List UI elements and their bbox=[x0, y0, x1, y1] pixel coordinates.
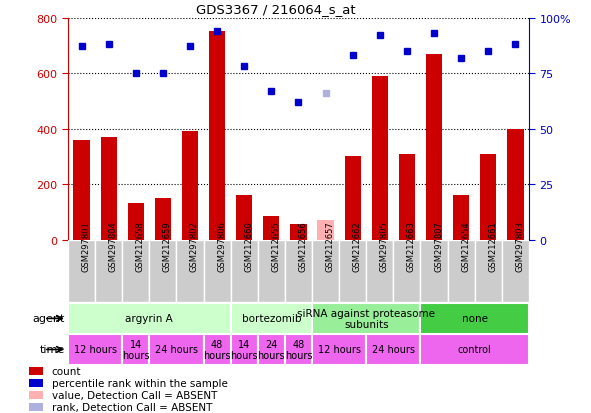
Text: control: control bbox=[458, 344, 492, 355]
Title: GDS3367 / 216064_s_at: GDS3367 / 216064_s_at bbox=[196, 3, 355, 16]
Text: 12 hours: 12 hours bbox=[74, 344, 116, 355]
Text: agent: agent bbox=[33, 313, 65, 324]
Bar bbox=[475, 241, 502, 303]
Text: 24
hours: 24 hours bbox=[258, 339, 285, 361]
Text: GSM212657: GSM212657 bbox=[326, 221, 335, 271]
Bar bbox=[290, 225, 307, 240]
Bar bbox=[122, 335, 150, 365]
Text: GSM212655: GSM212655 bbox=[271, 221, 280, 271]
Text: GSM297804: GSM297804 bbox=[109, 221, 118, 271]
Bar bbox=[345, 157, 361, 240]
Bar bbox=[339, 241, 366, 303]
Bar bbox=[209, 32, 225, 240]
Text: count: count bbox=[51, 366, 81, 376]
Bar bbox=[507, 129, 524, 240]
Text: siRNA against proteasome
subunits: siRNA against proteasome subunits bbox=[297, 308, 435, 330]
Bar bbox=[372, 77, 388, 240]
Text: GSM297802: GSM297802 bbox=[190, 221, 199, 271]
Bar bbox=[68, 241, 95, 303]
Text: GSM212661: GSM212661 bbox=[488, 221, 497, 271]
Bar bbox=[203, 241, 230, 303]
Text: none: none bbox=[462, 313, 488, 324]
Bar bbox=[420, 241, 447, 303]
Bar bbox=[73, 140, 90, 240]
Text: 24 hours: 24 hours bbox=[372, 344, 415, 355]
Text: GSM212660: GSM212660 bbox=[244, 221, 253, 271]
Text: percentile rank within the sample: percentile rank within the sample bbox=[51, 378, 228, 388]
Text: 14
hours: 14 hours bbox=[122, 339, 150, 361]
Bar bbox=[317, 221, 334, 240]
Bar bbox=[122, 241, 150, 303]
Bar bbox=[258, 335, 285, 365]
Bar bbox=[182, 132, 198, 240]
Bar bbox=[230, 304, 312, 334]
Text: bortezomib: bortezomib bbox=[242, 313, 301, 324]
Bar bbox=[230, 335, 258, 365]
Bar bbox=[453, 196, 469, 240]
Bar bbox=[29, 379, 43, 387]
Text: GSM212663: GSM212663 bbox=[407, 221, 416, 271]
Text: GSM297805: GSM297805 bbox=[380, 221, 389, 271]
Text: GSM297803: GSM297803 bbox=[515, 221, 524, 271]
Text: GSM212656: GSM212656 bbox=[298, 221, 307, 271]
Text: value, Detection Call = ABSENT: value, Detection Call = ABSENT bbox=[51, 390, 217, 400]
Text: time: time bbox=[40, 344, 65, 355]
Text: 48
hours: 48 hours bbox=[203, 339, 231, 361]
Text: GSM297801: GSM297801 bbox=[82, 221, 90, 271]
Bar bbox=[394, 241, 420, 303]
Bar bbox=[263, 216, 280, 240]
Bar bbox=[366, 335, 420, 365]
Bar bbox=[312, 241, 339, 303]
Bar bbox=[502, 241, 529, 303]
Bar bbox=[155, 198, 171, 240]
Bar bbox=[95, 241, 122, 303]
Bar bbox=[285, 241, 312, 303]
Text: 48
hours: 48 hours bbox=[285, 339, 312, 361]
Text: 24 hours: 24 hours bbox=[155, 344, 198, 355]
Bar bbox=[68, 304, 230, 334]
Text: GSM297806: GSM297806 bbox=[217, 221, 226, 271]
Bar bbox=[128, 204, 144, 240]
Bar bbox=[236, 196, 252, 240]
Bar bbox=[312, 335, 366, 365]
Bar bbox=[150, 241, 177, 303]
Text: 12 hours: 12 hours bbox=[317, 344, 361, 355]
Bar bbox=[100, 138, 117, 240]
Bar bbox=[366, 241, 394, 303]
Bar bbox=[420, 304, 529, 334]
Text: GSM212662: GSM212662 bbox=[353, 221, 362, 271]
Bar bbox=[150, 335, 203, 365]
Bar bbox=[312, 304, 420, 334]
Text: 14
hours: 14 hours bbox=[230, 339, 258, 361]
Bar bbox=[177, 241, 203, 303]
Bar bbox=[285, 335, 312, 365]
Bar bbox=[203, 335, 230, 365]
Bar bbox=[480, 154, 496, 240]
Text: GSM212658: GSM212658 bbox=[136, 221, 145, 271]
Bar bbox=[399, 154, 415, 240]
Bar bbox=[230, 241, 258, 303]
Bar bbox=[447, 241, 475, 303]
Text: rank, Detection Call = ABSENT: rank, Detection Call = ABSENT bbox=[51, 402, 212, 412]
Bar bbox=[426, 55, 442, 240]
Bar bbox=[420, 335, 529, 365]
Text: GSM297807: GSM297807 bbox=[434, 221, 443, 271]
Bar bbox=[258, 241, 285, 303]
Bar bbox=[29, 367, 43, 375]
Bar bbox=[68, 335, 122, 365]
Text: argyrin A: argyrin A bbox=[125, 313, 173, 324]
Bar bbox=[29, 391, 43, 399]
Bar bbox=[29, 403, 43, 411]
Text: GSM212659: GSM212659 bbox=[163, 221, 172, 271]
Text: GSM212654: GSM212654 bbox=[461, 221, 470, 271]
